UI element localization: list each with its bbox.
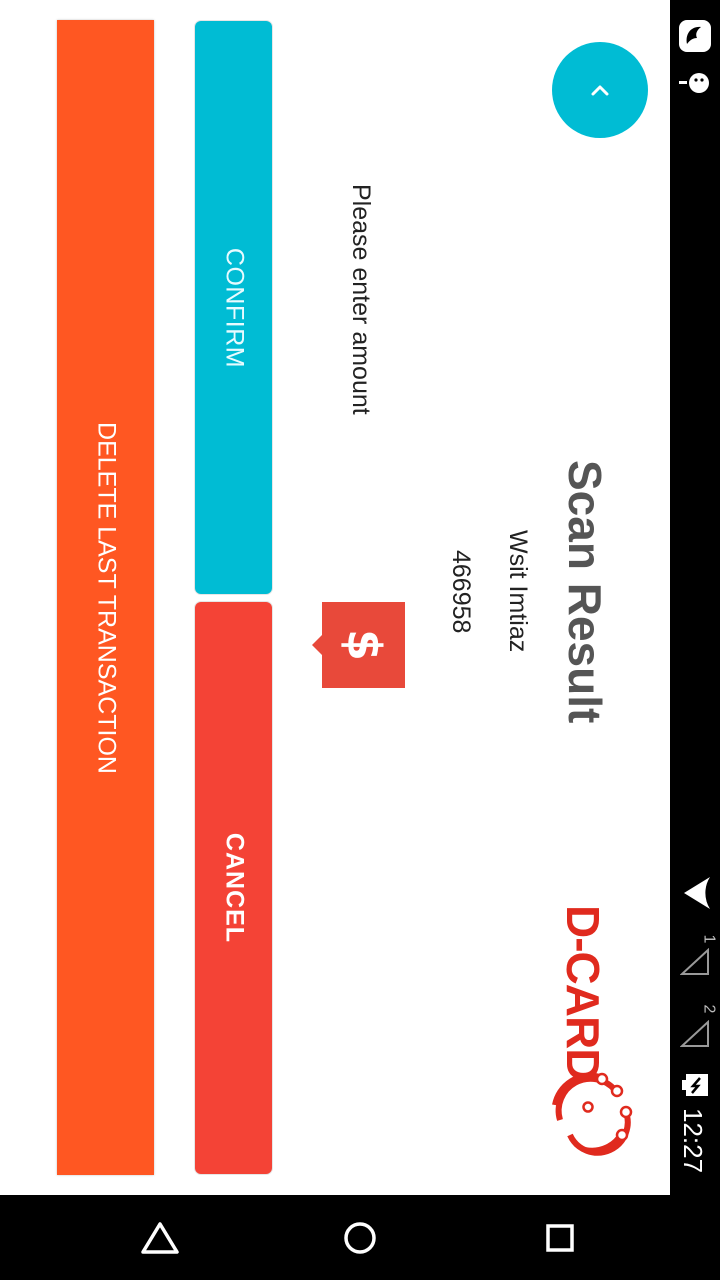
cancel-button-label: CANCEL xyxy=(220,832,248,944)
signal-sim1-icon xyxy=(680,948,709,975)
navigation-bar xyxy=(0,1195,720,1280)
battery-charging-icon xyxy=(682,1074,708,1096)
customer-name: Wsit Imtiaz xyxy=(504,530,532,653)
back-triangle-icon[interactable] xyxy=(140,1220,180,1256)
wifi-icon xyxy=(684,877,710,909)
delete-last-transaction-button[interactable]: DELETE LAST TRANSACTION xyxy=(57,20,154,1175)
signal-sim2-icon xyxy=(680,1020,709,1047)
chevron-up-icon xyxy=(591,85,609,96)
recents-square-icon[interactable] xyxy=(544,1222,576,1254)
amount-input[interactable]: Please enter amount xyxy=(347,184,375,415)
scan-result-screen: DELETE LAST TRANSACTION CONFIRM CANCEL P… xyxy=(0,0,670,1195)
confirm-button[interactable]: CONFIRM xyxy=(195,21,272,594)
cancel-button[interactable]: CANCEL xyxy=(195,602,272,1174)
page-title: Scan Result xyxy=(559,460,611,724)
dollar-symbol: $ xyxy=(336,628,391,662)
d-card-logo-icon xyxy=(552,1072,633,1156)
sim1-label: 1 xyxy=(700,934,718,944)
expand-fab-button[interactable] xyxy=(552,42,648,138)
confirm-button-label: CONFIRM xyxy=(220,247,248,368)
dollar-icon: $ xyxy=(312,602,405,688)
home-circle-icon[interactable] xyxy=(342,1220,378,1256)
status-clock: 12:27 xyxy=(678,1108,708,1174)
sim2-label: 2 xyxy=(700,1004,718,1014)
status-bar: 1 2 xyxy=(670,0,720,1195)
delete-button-label: DELETE LAST TRANSACTION xyxy=(92,421,120,774)
card-number: 466958 xyxy=(447,550,475,634)
android-debug-icon xyxy=(679,73,709,93)
notification-app-icon xyxy=(679,20,711,52)
